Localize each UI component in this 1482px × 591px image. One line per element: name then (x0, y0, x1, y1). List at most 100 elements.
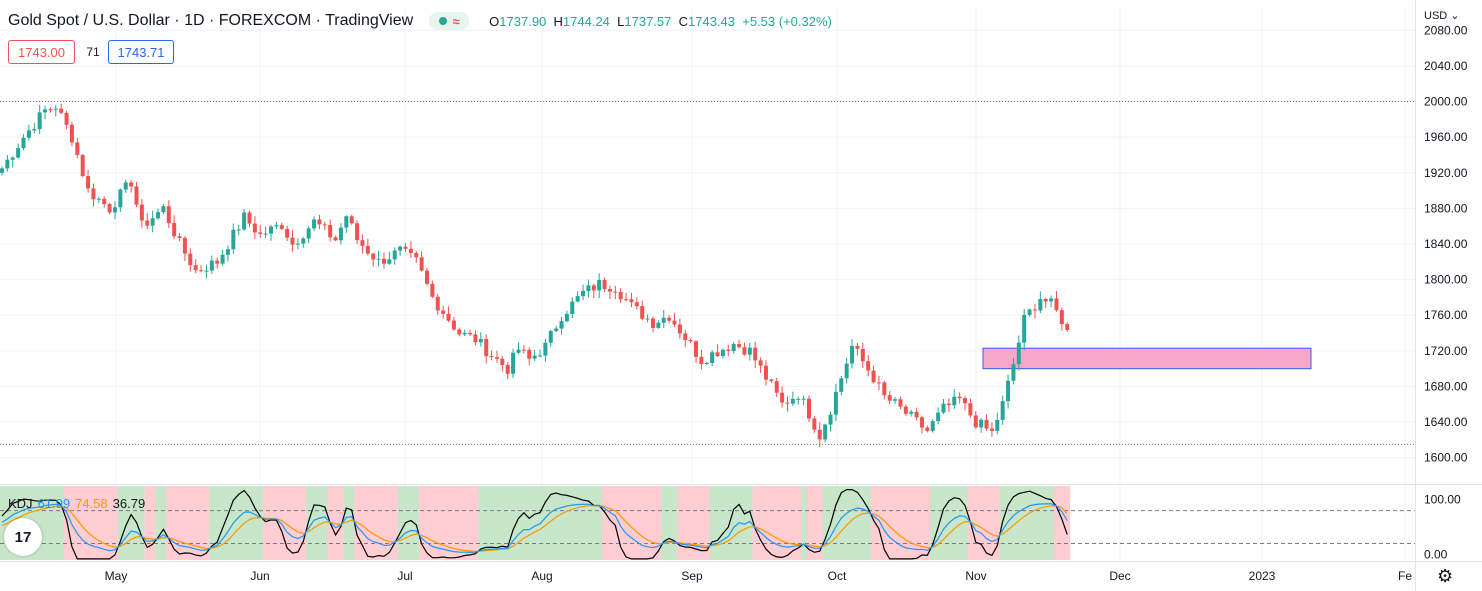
kdj-legend[interactable]: KDJ 61.99 74.58 36.79 (8, 496, 145, 511)
candle-body (828, 414, 833, 425)
kdj-band (747, 486, 753, 560)
candle-body (882, 382, 887, 396)
low-value: 1737.57 (624, 13, 672, 29)
candle-body (527, 349, 532, 359)
candle-body (683, 333, 688, 341)
kdj-band (96, 486, 102, 560)
spread-value: 71 (84, 44, 102, 60)
kdj-band (989, 486, 995, 560)
candle-body (1038, 299, 1043, 311)
candle-body (720, 349, 725, 357)
sell-price-button[interactable]: 1743.00 (8, 40, 75, 64)
kdj-band (693, 486, 700, 560)
kdj-band (973, 486, 979, 560)
candle-body (225, 249, 230, 255)
kdj-band (252, 486, 258, 560)
kdj-band (451, 486, 457, 560)
candle-body (930, 421, 935, 432)
close-value: 1743.43 (688, 13, 735, 29)
candle-body (747, 347, 752, 355)
kdj-band (1048, 486, 1055, 560)
kdj-band (478, 486, 484, 560)
candle-body (161, 206, 166, 213)
kdj-band (1026, 486, 1033, 560)
kdj-band (1037, 486, 1044, 560)
candle-body (500, 358, 505, 365)
candle-body (473, 334, 478, 343)
time-tick-label: May (105, 569, 128, 583)
tradingview-logo-icon[interactable]: 17 (4, 518, 42, 556)
candle-body (909, 411, 914, 414)
market-status[interactable]: ≈ (429, 12, 470, 30)
price-tick-label: 1640.00 (1424, 415, 1468, 429)
candle-body (457, 329, 462, 335)
candle-body (903, 406, 908, 414)
kdj-band (870, 486, 877, 560)
support-zone (982, 347, 1312, 370)
kdj-band (574, 486, 581, 560)
candle-body (0, 168, 4, 173)
candle-body (376, 258, 381, 260)
currency-selector[interactable]: USD ⌄ (1424, 10, 1460, 22)
kdj-j-line (1, 489, 1068, 560)
candle-body (989, 428, 994, 431)
candle-body (925, 427, 930, 432)
candle-body (312, 219, 317, 229)
kdj-band (924, 486, 931, 560)
kdj-band (978, 486, 985, 560)
kdj-band (634, 486, 640, 560)
kdj-band (553, 486, 560, 560)
candle-body (559, 321, 564, 329)
kdj-band (628, 486, 635, 560)
candle-body (667, 317, 672, 321)
kdj-band (892, 486, 899, 560)
candle-body (204, 270, 209, 272)
kdj-band (930, 486, 936, 560)
kdj-band (36, 486, 43, 560)
candle-body (564, 313, 569, 322)
candle-body (650, 318, 655, 328)
candle-body (618, 291, 623, 300)
candle-body (123, 182, 128, 190)
kdj-band (171, 486, 178, 560)
candle-body (634, 302, 639, 307)
candle-body (129, 182, 134, 187)
kdj-band (1053, 486, 1060, 560)
kdj-band (214, 486, 221, 560)
kdj-band (601, 486, 608, 560)
candle-body (489, 356, 494, 358)
candle-body (505, 364, 510, 374)
kdj-band (887, 486, 893, 560)
candle-body (645, 318, 650, 320)
candle-body (1043, 299, 1048, 302)
kdj-d-value: 74.58 (75, 496, 108, 511)
candle-body (220, 254, 225, 264)
kdj-band (42, 486, 49, 560)
kdj-band (623, 486, 630, 560)
gear-icon[interactable]: ⚙ (1437, 566, 1454, 586)
kdj-band (774, 486, 780, 560)
candle-body (898, 399, 903, 407)
kdj-band (440, 486, 447, 560)
candle-body (59, 108, 64, 113)
candle-body (715, 352, 720, 357)
candle-body (758, 360, 763, 366)
kdj-band (139, 486, 145, 560)
candle-body (435, 296, 440, 311)
kdj-band (128, 486, 135, 560)
candle-body (451, 320, 456, 330)
buy-price-button[interactable]: 1743.71 (108, 40, 174, 64)
kdj-band (607, 486, 613, 560)
candle-body (1054, 298, 1059, 311)
candle-body (301, 238, 306, 244)
kdj-band (510, 486, 517, 560)
kdj-band (289, 486, 296, 560)
symbol-title[interactable]: Gold Spot / U.S. Dollar · 1D · FOREXCOM … (8, 12, 414, 29)
kdj-band (903, 486, 909, 560)
kdj-band (935, 486, 942, 560)
kdj-band (80, 486, 86, 560)
kdj-band (176, 486, 183, 560)
candle-body (570, 301, 575, 314)
kdj-band (305, 486, 312, 560)
